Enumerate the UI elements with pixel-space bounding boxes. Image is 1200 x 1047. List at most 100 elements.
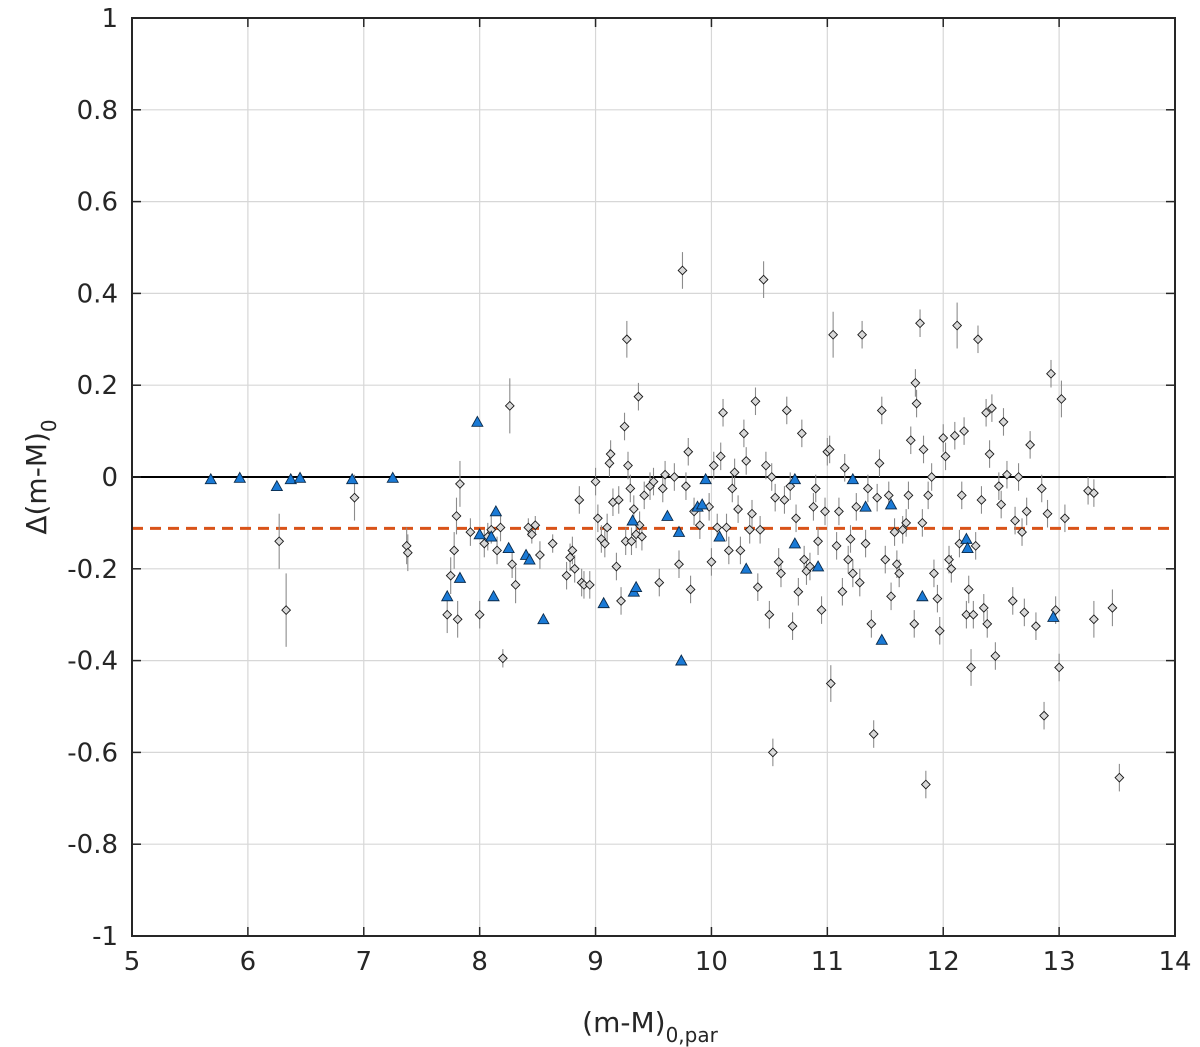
x-tick-labels: 5 6 7 8 9 10 11 12 13 14 bbox=[124, 947, 1192, 977]
triangle-point bbox=[204, 472, 218, 485]
diamond-point bbox=[465, 527, 476, 538]
diamond-point bbox=[968, 609, 979, 620]
diamond-point bbox=[452, 614, 463, 625]
diamond-point bbox=[966, 662, 976, 673]
diamond-point bbox=[1013, 472, 1024, 482]
diamond-point bbox=[866, 618, 877, 629]
diamond-point bbox=[805, 561, 815, 572]
diamond-point bbox=[681, 481, 691, 492]
diamond-point bbox=[810, 483, 821, 494]
x-tick-label: 9 bbox=[587, 947, 604, 977]
diamond-point bbox=[729, 467, 740, 478]
triangle-point bbox=[859, 500, 872, 512]
diamond-point bbox=[590, 476, 601, 487]
diamond-point bbox=[721, 522, 732, 533]
diamond-point bbox=[718, 407, 728, 418]
triangle-point bbox=[489, 504, 503, 517]
diamond-point bbox=[616, 595, 626, 606]
diamond-point bbox=[694, 520, 705, 531]
diamond-point bbox=[910, 377, 921, 388]
diamond-point bbox=[1025, 439, 1036, 450]
triangle-point bbox=[672, 525, 686, 537]
diamond-point bbox=[868, 729, 879, 739]
diamond-point bbox=[894, 568, 905, 579]
diamond-point bbox=[1046, 368, 1056, 379]
triangle-point bbox=[471, 415, 484, 427]
diamond-point bbox=[602, 522, 613, 533]
y-tick-label: 0.2 bbox=[77, 371, 118, 401]
diamond-point bbox=[735, 545, 746, 556]
diamond-point bbox=[625, 483, 636, 494]
diamond-point bbox=[510, 579, 521, 590]
diamond-point bbox=[845, 534, 856, 544]
diamond-point bbox=[891, 559, 902, 570]
x-axis-label-subscript: 0,par bbox=[666, 1023, 719, 1047]
grid-lines bbox=[132, 18, 1175, 936]
diamond-point bbox=[1017, 527, 1027, 538]
diamond-point bbox=[619, 421, 630, 432]
diamond-point bbox=[1059, 513, 1070, 524]
diamond-point bbox=[1010, 515, 1021, 526]
triangle-point bbox=[695, 498, 709, 510]
diamond-point bbox=[820, 506, 830, 517]
diamond-point bbox=[547, 538, 558, 549]
diamond-point bbox=[633, 391, 644, 402]
diamond-point bbox=[981, 407, 992, 418]
diamond-point bbox=[911, 398, 922, 409]
diamond-series bbox=[274, 265, 1125, 790]
x-tick-label: 8 bbox=[471, 947, 488, 977]
diamond-point bbox=[776, 568, 786, 579]
diamond-point bbox=[628, 504, 639, 515]
diamond-point bbox=[799, 554, 810, 565]
diamond-point bbox=[604, 458, 615, 469]
diamond-point bbox=[654, 577, 665, 588]
diamond-point bbox=[750, 396, 761, 407]
diamond-point bbox=[984, 449, 995, 459]
diamond-point bbox=[492, 545, 502, 556]
triangle-point bbox=[884, 498, 898, 510]
diamond-point bbox=[766, 472, 777, 482]
triangle-point bbox=[699, 472, 712, 485]
diamond-point bbox=[813, 536, 823, 547]
diamond-point bbox=[905, 435, 916, 446]
diamond-point bbox=[938, 433, 949, 443]
diamond-point bbox=[534, 550, 545, 560]
diamond-point bbox=[723, 545, 734, 556]
triangle-point bbox=[537, 612, 550, 625]
diamond-point bbox=[631, 529, 642, 540]
diamond-point bbox=[685, 584, 696, 595]
diamond-point bbox=[1036, 483, 1047, 494]
y-axis-label-main: Δ(m-M) bbox=[20, 432, 53, 535]
diamond-point bbox=[956, 490, 967, 501]
diamond-point bbox=[623, 460, 633, 471]
triangle-point bbox=[523, 553, 536, 565]
y-tick-label: -1 bbox=[92, 922, 118, 952]
diamond-point bbox=[872, 492, 883, 503]
y-tick-label: -0.2 bbox=[67, 555, 118, 585]
diamond-point bbox=[857, 329, 868, 340]
triangle-point bbox=[961, 541, 974, 553]
diamond-point bbox=[677, 265, 688, 276]
diamond-point bbox=[851, 501, 862, 512]
diamond-point bbox=[831, 540, 842, 551]
diamond-point bbox=[613, 495, 624, 505]
diamond-point bbox=[1002, 469, 1012, 480]
x-tick-label: 5 bbox=[124, 947, 141, 977]
diamond-point bbox=[449, 545, 460, 556]
diamond-point bbox=[880, 554, 891, 565]
diamond-point bbox=[973, 334, 983, 345]
diamond-point bbox=[1107, 602, 1118, 613]
diamond-point bbox=[497, 653, 508, 664]
diamond-point bbox=[1021, 506, 1032, 517]
diamond-point bbox=[770, 492, 781, 503]
diamond-point bbox=[843, 554, 854, 565]
triangle-point bbox=[440, 589, 454, 602]
diamond-point bbox=[451, 511, 462, 521]
triangle-point bbox=[788, 472, 802, 485]
diamond-point bbox=[946, 563, 957, 574]
diamond-point bbox=[889, 527, 900, 538]
diamond-point bbox=[760, 460, 771, 471]
diamond-point bbox=[915, 318, 925, 329]
triangle-point bbox=[739, 562, 753, 574]
